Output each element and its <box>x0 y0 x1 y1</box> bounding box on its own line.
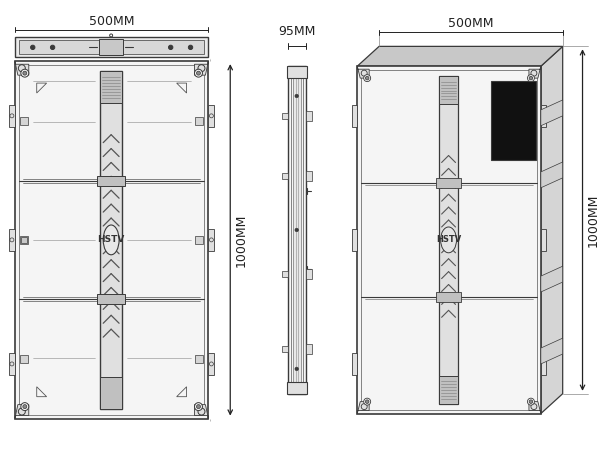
Bar <box>15 37 208 57</box>
Circle shape <box>169 45 173 50</box>
Polygon shape <box>9 105 15 127</box>
Bar <box>282 113 288 119</box>
Circle shape <box>529 400 533 404</box>
Bar <box>196 117 203 125</box>
Polygon shape <box>194 405 208 418</box>
Bar <box>357 66 541 414</box>
Bar <box>21 237 27 243</box>
Bar <box>20 355 28 363</box>
Bar <box>361 70 537 410</box>
Polygon shape <box>357 46 563 66</box>
Text: HSTV: HSTV <box>436 235 461 244</box>
Circle shape <box>31 45 35 50</box>
Bar <box>436 292 461 302</box>
Circle shape <box>23 405 27 409</box>
Bar <box>97 176 125 186</box>
Text: 1000MM: 1000MM <box>234 213 247 266</box>
Circle shape <box>364 398 371 405</box>
Ellipse shape <box>440 227 457 253</box>
Polygon shape <box>357 66 369 78</box>
Bar <box>99 40 123 55</box>
Circle shape <box>194 69 202 77</box>
Bar <box>20 236 28 244</box>
Polygon shape <box>357 402 369 414</box>
Bar <box>100 71 122 103</box>
Polygon shape <box>9 353 15 375</box>
Polygon shape <box>352 353 357 375</box>
Bar <box>436 178 461 188</box>
Polygon shape <box>9 229 15 251</box>
Circle shape <box>295 94 299 98</box>
Bar <box>287 66 307 78</box>
Bar <box>19 40 205 54</box>
Polygon shape <box>541 100 563 126</box>
Polygon shape <box>541 162 563 188</box>
Polygon shape <box>541 338 563 364</box>
Circle shape <box>196 405 200 409</box>
Polygon shape <box>208 229 214 251</box>
Bar <box>293 71 301 389</box>
Bar <box>305 269 311 279</box>
Bar <box>439 76 458 104</box>
Bar <box>19 65 205 414</box>
Polygon shape <box>529 402 541 414</box>
Text: 500MM: 500MM <box>448 18 494 31</box>
Polygon shape <box>208 105 214 127</box>
Bar <box>196 355 203 363</box>
Circle shape <box>364 75 371 81</box>
Circle shape <box>194 403 202 410</box>
Polygon shape <box>541 105 546 127</box>
Circle shape <box>21 403 29 410</box>
Circle shape <box>527 398 535 405</box>
Text: HSTV: HSTV <box>97 235 125 244</box>
Bar <box>305 344 311 354</box>
Polygon shape <box>541 353 546 375</box>
Circle shape <box>21 69 29 77</box>
Bar <box>15 61 208 418</box>
Circle shape <box>50 45 55 50</box>
Text: 1000MM: 1000MM <box>586 194 599 247</box>
Circle shape <box>365 76 369 80</box>
Circle shape <box>188 45 193 50</box>
Polygon shape <box>194 61 208 75</box>
Bar <box>196 236 203 244</box>
Bar <box>282 271 288 277</box>
Bar <box>287 382 307 394</box>
Text: 500MM: 500MM <box>89 14 134 27</box>
Text: 95MM: 95MM <box>278 26 316 38</box>
Circle shape <box>196 71 200 75</box>
Bar <box>305 171 311 181</box>
Polygon shape <box>541 229 546 251</box>
Polygon shape <box>352 105 357 127</box>
Polygon shape <box>529 66 541 78</box>
Bar <box>282 346 288 352</box>
Circle shape <box>527 75 535 81</box>
Bar <box>282 173 288 179</box>
Circle shape <box>529 76 533 80</box>
Polygon shape <box>15 61 29 75</box>
Bar <box>288 66 305 394</box>
Polygon shape <box>541 266 563 292</box>
Bar <box>491 81 536 161</box>
Bar <box>305 111 311 121</box>
Bar <box>100 71 122 409</box>
Bar <box>439 76 458 404</box>
Polygon shape <box>208 353 214 375</box>
Polygon shape <box>541 46 563 414</box>
Bar <box>20 117 28 125</box>
Circle shape <box>295 367 299 371</box>
Polygon shape <box>15 405 29 418</box>
Bar <box>97 294 125 304</box>
Ellipse shape <box>103 225 119 255</box>
Circle shape <box>365 400 369 404</box>
Bar <box>439 376 458 404</box>
Circle shape <box>295 228 299 232</box>
Circle shape <box>23 71 27 75</box>
Polygon shape <box>352 229 357 251</box>
Bar <box>100 377 122 409</box>
